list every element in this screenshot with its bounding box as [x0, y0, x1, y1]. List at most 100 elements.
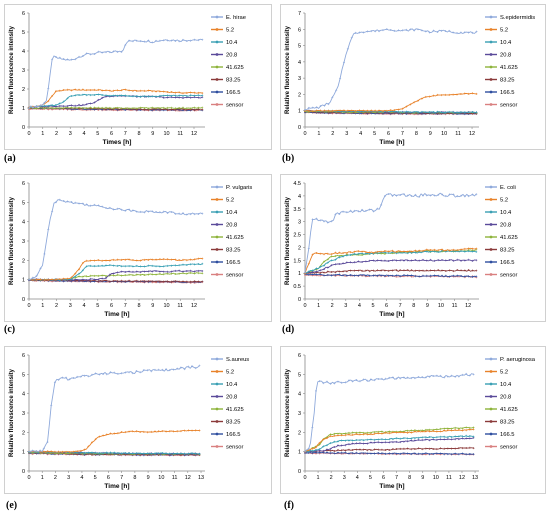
data-point — [193, 263, 196, 266]
data-point — [131, 372, 134, 375]
data-point — [425, 259, 428, 262]
data-point — [108, 273, 111, 276]
series-line — [28, 365, 200, 453]
data-point — [463, 275, 466, 278]
data-point — [58, 56, 61, 59]
data-point — [131, 107, 134, 110]
data-point — [433, 259, 436, 262]
data-point — [454, 438, 457, 441]
data-point — [101, 259, 104, 262]
data-point — [377, 441, 380, 444]
data-point — [66, 58, 69, 61]
data-point — [336, 451, 339, 454]
data-point — [460, 259, 463, 262]
series-line — [304, 259, 477, 274]
data-point — [168, 430, 171, 433]
data-point — [374, 30, 377, 33]
data-point — [369, 438, 372, 441]
data-point — [185, 91, 188, 94]
y-tick-label: 7 — [298, 11, 301, 17]
series-line — [28, 107, 203, 109]
data-point — [361, 274, 364, 277]
x-tick-label: 1 — [317, 475, 320, 481]
data-point — [158, 211, 161, 214]
data-point — [146, 431, 149, 434]
data-point — [346, 47, 349, 50]
series-line — [304, 273, 477, 278]
data-point — [344, 449, 347, 452]
data-point — [364, 260, 367, 263]
data-point — [471, 275, 474, 278]
data-point — [433, 194, 436, 197]
data-point — [314, 446, 317, 449]
data-point — [147, 264, 150, 267]
x-axis-label: Time [h] — [379, 483, 404, 490]
data-point — [362, 109, 365, 112]
series-1 — [304, 428, 475, 453]
data-point — [128, 430, 131, 433]
data-point — [147, 89, 150, 92]
data-point — [351, 439, 354, 442]
data-point — [307, 106, 310, 109]
x-tick-label: 2 — [331, 131, 334, 137]
data-point — [377, 432, 380, 435]
data-point — [139, 40, 142, 43]
data-point — [345, 211, 348, 214]
data-point — [70, 58, 73, 61]
data-point — [97, 50, 100, 53]
data-point — [314, 389, 317, 392]
data-point — [90, 373, 93, 376]
data-point — [153, 430, 156, 433]
data-point — [406, 431, 409, 434]
data-point — [74, 94, 77, 97]
data-point — [402, 193, 405, 196]
data-point — [178, 94, 181, 97]
data-point — [401, 29, 404, 32]
data-point — [351, 431, 354, 434]
legend-label: 5.2 — [226, 28, 234, 34]
data-point — [198, 364, 201, 367]
data-point — [432, 429, 435, 432]
data-point — [428, 31, 431, 34]
data-point — [197, 94, 200, 97]
data-point — [162, 94, 165, 97]
y-tick-label: 0 — [22, 125, 25, 131]
data-point — [93, 259, 96, 262]
data-point — [326, 270, 329, 273]
data-point — [349, 274, 352, 277]
legend-label: 41.625 — [500, 65, 518, 71]
data-point — [395, 447, 398, 450]
x-tick-label: 7 — [399, 303, 402, 309]
data-point — [51, 95, 54, 98]
data-point — [326, 261, 329, 264]
data-point — [330, 253, 333, 256]
data-point — [395, 194, 398, 197]
legend-label: 41.625 — [500, 235, 518, 241]
data-point — [311, 218, 314, 221]
data-point — [166, 39, 169, 42]
x-tick-label: 12 — [459, 475, 465, 481]
data-point — [198, 452, 201, 455]
x-tick-label: 1 — [317, 303, 320, 309]
data-point — [424, 436, 427, 439]
data-point — [193, 258, 196, 261]
data-point — [457, 447, 460, 450]
data-point — [183, 429, 186, 432]
legend-marker — [215, 185, 219, 189]
data-point — [380, 448, 383, 451]
data-point — [463, 250, 466, 253]
data-point — [151, 264, 154, 267]
data-point — [182, 272, 184, 275]
y-tick-label: 2 — [298, 430, 301, 436]
data-point — [402, 447, 405, 450]
data-point — [158, 270, 161, 273]
series-1 — [28, 88, 204, 109]
data-point — [78, 272, 81, 275]
data-point — [377, 448, 380, 451]
data-point — [151, 258, 154, 261]
data-point — [98, 452, 101, 455]
data-point — [89, 53, 92, 56]
data-point — [150, 430, 153, 433]
y-tick-label: 3 — [22, 411, 25, 417]
x-tick-label: 10 — [441, 131, 447, 137]
